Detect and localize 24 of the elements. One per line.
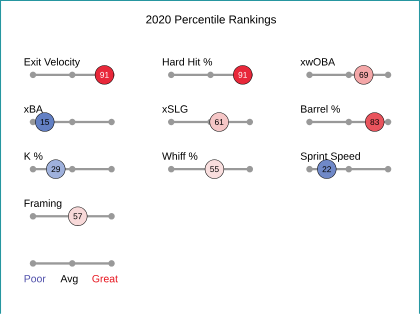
data-label: 29: [52, 166, 60, 172]
text: 2020 Percentile Rankings: [146, 14, 276, 26]
data-label: 91: [238, 72, 247, 78]
data-label: 83: [370, 118, 379, 125]
category-label: xwOBA: [300, 58, 336, 66]
data-label: 91: [100, 72, 109, 78]
data-label: 55: [210, 166, 219, 172]
category-label: Hard Hit %: [162, 58, 212, 66]
data-label: 15: [40, 119, 50, 125]
category-label: xSLG: [162, 105, 188, 113]
text: Great: [92, 274, 118, 282]
data-label: 57: [73, 213, 82, 220]
category-label: xBA: [24, 105, 43, 112]
category-label: Exit Velocity: [24, 58, 80, 68]
category-label: K %: [24, 152, 43, 160]
category-label: Whiff %: [162, 152, 198, 160]
data-label: 22: [322, 166, 332, 172]
category-label: Sprint Speed: [300, 152, 360, 162]
text: Avg: [60, 274, 78, 284]
text: Poor: [24, 274, 46, 282]
category-label: Barrel %: [301, 104, 340, 113]
data-label: 69: [359, 72, 368, 78]
category-label: Framing: [24, 199, 62, 209]
data-label: 61: [214, 118, 224, 125]
